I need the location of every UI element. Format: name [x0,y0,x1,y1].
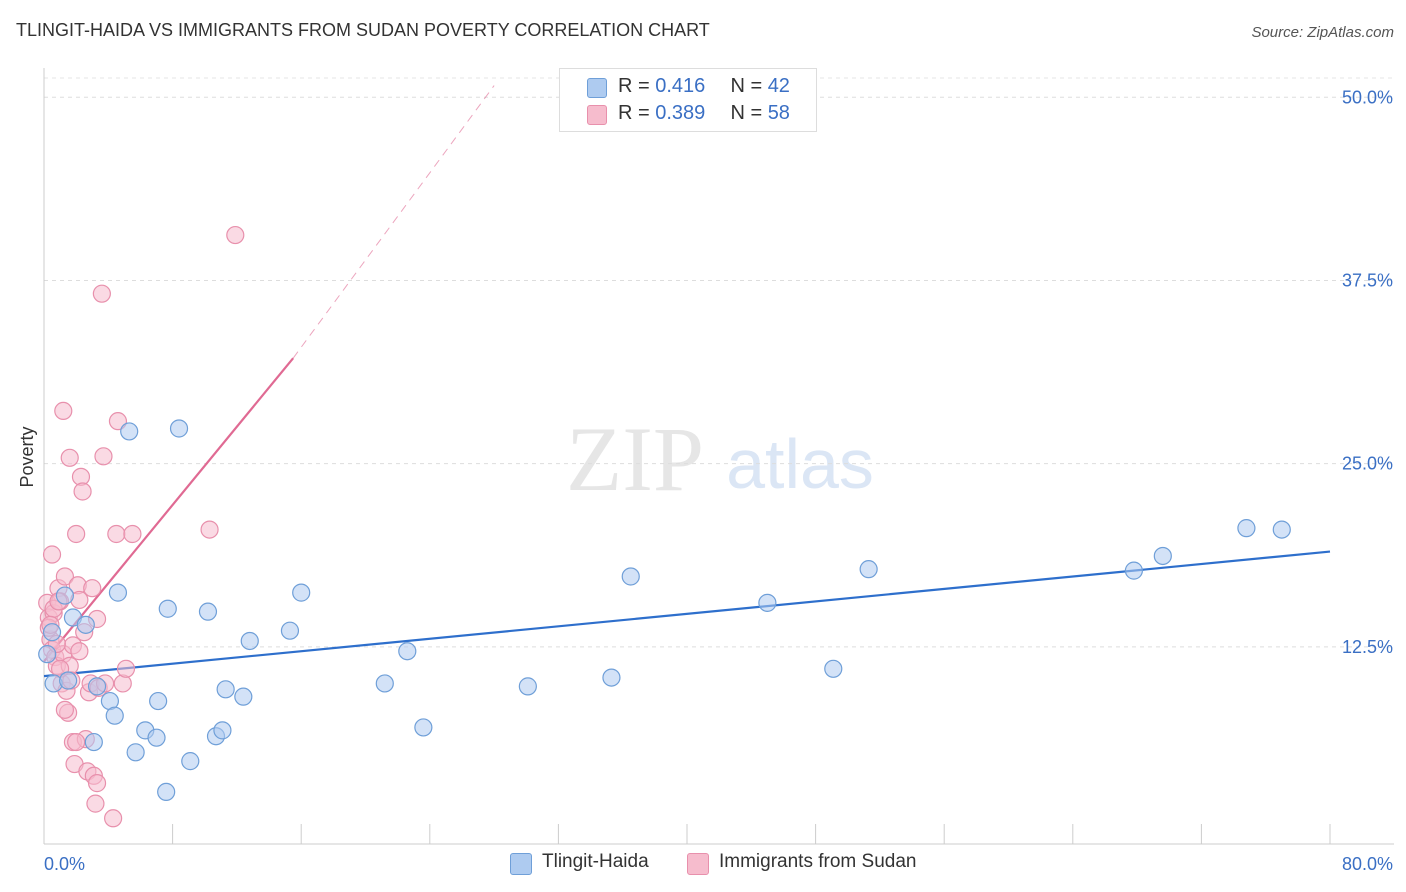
axis-labels: 12.5% 25.0% 37.5% 50.0% 0.0% 80.0% [44,87,1393,874]
data-point-tlingit-haida [280,621,300,640]
data-point-tlingit-haida [38,645,57,664]
legend-swatch-pink [587,105,607,125]
y-tick-label: 50.0% [1342,87,1393,107]
data-point-immigrants-from-sudan [67,732,86,752]
data-point-tlingit-haida [1153,546,1172,566]
data-point-immigrants-from-sudan [200,520,219,539]
data-point-immigrants-from-sudan [55,700,74,719]
data-point-immigrants-from-sudan [113,674,132,693]
data-point-tlingit-haida [414,718,433,737]
x-tick-label: 80.0% [1342,854,1393,874]
trend-line-tlingit-haida [43,550,1331,678]
data-point-immigrants-from-sudan [92,284,111,303]
trend-line-immigrants-from-sudan [43,357,295,663]
data-point-tlingit-haida [198,602,218,621]
legend-swatch-blue [587,78,607,98]
y-tick-label: 37.5% [1342,270,1393,290]
data-point-immigrants-from-sudan [107,524,126,544]
legend-label: Tlingit-Haida [542,851,649,872]
data-point-tlingit-haida [824,659,843,678]
data-point-tlingit-haida [1272,520,1291,539]
data-point-tlingit-haida [859,560,878,579]
data-point-tlingit-haida [758,593,777,612]
trend-line-immigrants-from-sudan [292,85,495,359]
data-point-immigrants-from-sudan [94,447,113,466]
r-value: 0.416 [655,75,706,97]
data-point-immigrants-from-sudan [108,412,128,431]
data-point-immigrants-from-sudan [55,567,74,586]
data-point-immigrants-from-sudan [123,524,142,544]
y-axis-title: Poverty [17,426,37,487]
watermark-zip: ZIP [566,408,704,510]
data-point-tlingit-haida [42,623,62,642]
trend-lines [43,85,1331,678]
data-point-tlingit-haida [84,732,103,752]
data-point-tlingit-haida [621,567,640,586]
n-label: N = [730,75,763,97]
data-point-tlingit-haida [147,728,166,747]
n-label: N = [730,102,763,124]
n-value: 58 [767,102,790,124]
data-point-tlingit-haida [108,583,128,602]
axes [43,68,1394,845]
data-point-immigrants-from-sudan [87,774,107,793]
data-point-tlingit-haida [158,599,177,618]
data-point-immigrants-from-sudan [83,579,102,598]
data-point-immigrants-from-sudan [60,448,79,467]
data-point-immigrants-from-sudan [42,545,62,564]
data-point-tlingit-haida [55,586,74,605]
correlation-legend: R = 0.416 N = 42 R = 0.389 N = 58 [559,68,817,132]
data-point-tlingit-haida [126,743,145,762]
data-point-tlingit-haida [87,677,107,696]
data-point-tlingit-haida [157,782,176,802]
data-point-tlingit-haida [76,615,95,634]
legend-swatch-pink [687,853,709,875]
n-value: 42 [767,75,790,97]
data-point-immigrants-from-sudan [73,482,92,501]
x-tick-label: 0.0% [44,854,85,874]
data-point-tlingit-haida [149,691,168,711]
data-point-immigrants-from-sudan [67,524,86,544]
r-label: R = [618,75,650,97]
data-point-tlingit-haida [240,631,259,651]
series-tlingit-haida [38,419,1291,802]
r-label: R = [618,102,650,124]
legend-swatch-blue [510,853,532,875]
data-point-immigrants-from-sudan [104,809,123,828]
data-point-tlingit-haida [292,583,311,602]
legend-label: Immigrants from Sudan [719,851,917,872]
data-point-tlingit-haida [602,668,621,687]
data-point-tlingit-haida [120,422,139,441]
r-value: 0.389 [655,102,706,124]
grid-lines [44,77,1394,648]
data-point-tlingit-haida [105,706,124,725]
data-point-tlingit-haida [169,419,189,438]
data-point-tlingit-haida [518,677,537,696]
source-label: Source: ZipAtlas.com [1251,24,1394,41]
y-tick-label: 12.5% [1342,637,1393,657]
data-point-tlingit-haida [234,687,253,706]
data-point-tlingit-haida [216,680,235,699]
data-point-tlingit-haida [375,674,394,693]
data-point-tlingit-haida [213,721,232,740]
data-point-tlingit-haida [181,752,200,771]
chart-title: TLINGIT-HAIDA VS IMMIGRANTS FROM SUDAN P… [16,20,710,40]
data-point-tlingit-haida [1237,519,1256,538]
data-point-immigrants-from-sudan [70,642,89,661]
data-point-tlingit-haida [1124,561,1143,580]
data-point-immigrants-from-sudan [54,401,73,420]
y-tick-label: 25.0% [1342,454,1393,474]
data-point-immigrants-from-sudan [86,794,105,813]
data-point-immigrants-from-sudan [226,225,245,245]
data-point-immigrants-from-sudan [116,659,136,678]
data-point-tlingit-haida [59,671,78,690]
data-point-tlingit-haida [398,642,417,661]
